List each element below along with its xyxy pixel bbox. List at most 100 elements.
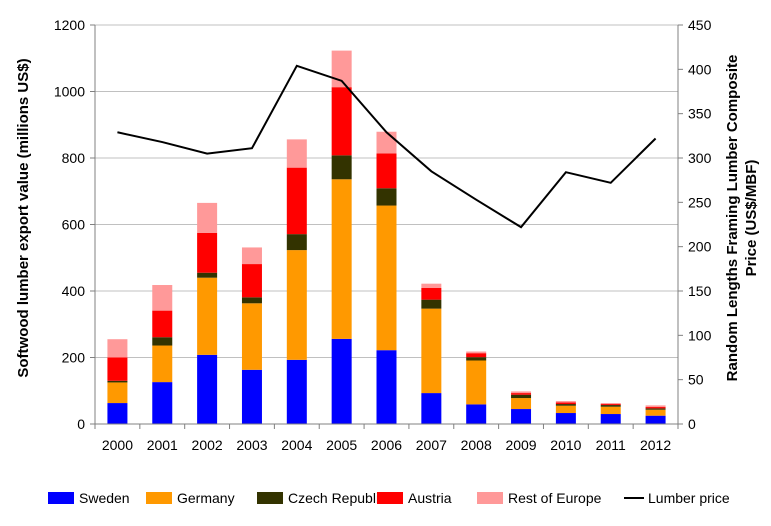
bar-germany-2011 [600, 406, 621, 415]
legend-label-austria: Austria [408, 490, 452, 506]
bar-rest-of-europe-2004 [286, 139, 307, 168]
bar-germany-2008 [466, 360, 487, 405]
bar-rest-of-europe-2010 [555, 401, 576, 403]
bar-austria-2009 [511, 393, 532, 395]
y-left-tick-label: 800 [62, 150, 86, 166]
bar-czech-republic-2010 [555, 404, 576, 406]
legend-label-germany: Germany [177, 490, 235, 506]
legend-swatch-austria [377, 492, 403, 504]
bar-rest-of-europe-2012 [645, 405, 666, 408]
bar-czech-republic-2012 [645, 408, 666, 410]
lumber-price-line-layer [117, 64, 657, 229]
bar-rest-of-europe-2011 [600, 403, 621, 405]
y-left-tick-label: 400 [62, 283, 86, 299]
bar-germany-2002 [197, 277, 218, 355]
y-right-tick-label: 450 [688, 17, 712, 33]
bar-rest-of-europe-2008 [466, 351, 487, 354]
y-right-tick-label: 100 [688, 327, 712, 343]
bar-czech-republic-2006 [376, 188, 397, 206]
bar-sweden-2010 [555, 413, 576, 424]
x-tick-label-2004: 2004 [281, 437, 312, 453]
bar-germany-2001 [152, 345, 173, 383]
x-tick-label-2005: 2005 [326, 437, 357, 453]
bar-rest-of-europe-2002 [197, 202, 218, 233]
bar-czech-republic-2004 [286, 234, 307, 251]
y-right-tick-label: 150 [688, 283, 712, 299]
bar-germany-2006 [376, 205, 397, 351]
y-right-tick-label: 300 [688, 150, 712, 166]
bar-sweden-2006 [376, 350, 397, 424]
bar-sweden-2003 [241, 369, 262, 424]
bar-austria-2007 [421, 288, 442, 300]
bar-rest-of-europe-2000 [107, 339, 128, 358]
bar-austria-2003 [241, 264, 262, 298]
x-tick-labels: 2000 2001 2002 2003 2004 2005 2006 2007 2008 2009… [102, 437, 672, 453]
bar-austria-2012 [645, 407, 666, 409]
bar-czech-republic-2003 [241, 297, 262, 304]
bar-austria-2005 [331, 87, 352, 156]
bar-czech-republic-2007 [421, 299, 442, 309]
bar-sweden-2000 [107, 403, 128, 424]
x-tick-label-2007: 2007 [416, 437, 447, 453]
y-right-tick-label: 200 [688, 239, 712, 255]
bar-czech-republic-2000 [107, 380, 128, 383]
x-tick-label-2010: 2010 [550, 437, 581, 453]
legend-swatch-rest-of-europe [477, 492, 503, 504]
bar-rest-of-europe-2005 [331, 50, 352, 88]
bar-sweden-2001 [152, 382, 173, 424]
y-left-tick-label: 1000 [54, 84, 85, 100]
bar-germany-2004 [286, 250, 307, 360]
bar-germany-2009 [511, 398, 532, 410]
x-tick-label-2008: 2008 [461, 437, 492, 453]
y-left-tick-label: 0 [77, 416, 85, 432]
bar-austria-2011 [600, 404, 621, 406]
lumber-price-line [117, 64, 657, 229]
x-tick-label-2003: 2003 [236, 437, 267, 453]
y-left-tick-label: 600 [62, 217, 86, 233]
bar-germany-2003 [241, 303, 262, 370]
bar-rest-of-europe-2007 [421, 283, 442, 289]
bar-czech-republic-2009 [511, 394, 532, 399]
legend-swatch-czech-republic [257, 492, 283, 504]
y-right-tick-label: 50 [688, 372, 704, 388]
y-left-tick-label: 1200 [54, 17, 85, 33]
legend-swatch-germany [146, 492, 172, 504]
x-tick-label-2012: 2012 [640, 437, 671, 453]
y-right-axis-title-line2: Price (US$/MBF) [743, 160, 760, 277]
bar-austria-2000 [107, 357, 128, 381]
bar-austria-2002 [197, 232, 218, 273]
bar-austria-2001 [152, 310, 173, 338]
bar-sweden-2005 [331, 338, 352, 424]
bar-rest-of-europe-2006 [376, 131, 397, 154]
bar-czech-republic-2011 [600, 405, 621, 407]
bar-austria-2006 [376, 153, 397, 189]
legend-label-rest-of-europe: Rest of Europe [508, 490, 602, 506]
legend-label-lumber-price: Lumber price [648, 490, 730, 506]
bar-austria-2008 [466, 353, 487, 358]
legend-swatch-sweden [48, 492, 74, 504]
bars [107, 50, 666, 424]
bar-germany-2010 [555, 405, 576, 414]
bar-rest-of-europe-2003 [241, 247, 262, 265]
x-tick-label-2000: 2000 [102, 437, 133, 453]
y-right-tick-label: 350 [688, 106, 712, 122]
x-tick-label-2011: 2011 [596, 437, 626, 453]
bar-austria-2010 [555, 402, 576, 405]
y-right-axis-title-line1: Random Lengths Framing Lumber Composite [724, 55, 741, 382]
y-left-tick-labels: 0 200 400 600 800 1000 1200 [54, 17, 85, 432]
y-left-axis-title: Softwood lumber export value (millions U… [15, 58, 32, 377]
x-tick-label-2006: 2006 [371, 437, 402, 453]
x-tick-label-2001: 2001 [147, 437, 178, 453]
bar-sweden-2011 [600, 414, 621, 424]
bar-czech-republic-2001 [152, 337, 173, 346]
axes [90, 24, 683, 429]
bar-germany-2007 [421, 308, 442, 394]
bar-germany-2012 [645, 409, 666, 416]
y-right-tick-label: 250 [688, 194, 712, 210]
legend: Sweden Germany Czech Republic Austria Rest o… [48, 490, 730, 506]
bar-sweden-2004 [286, 359, 307, 424]
bar-austria-2004 [286, 167, 307, 235]
bar-germany-2000 [107, 382, 128, 404]
bar-germany-2005 [331, 179, 352, 339]
